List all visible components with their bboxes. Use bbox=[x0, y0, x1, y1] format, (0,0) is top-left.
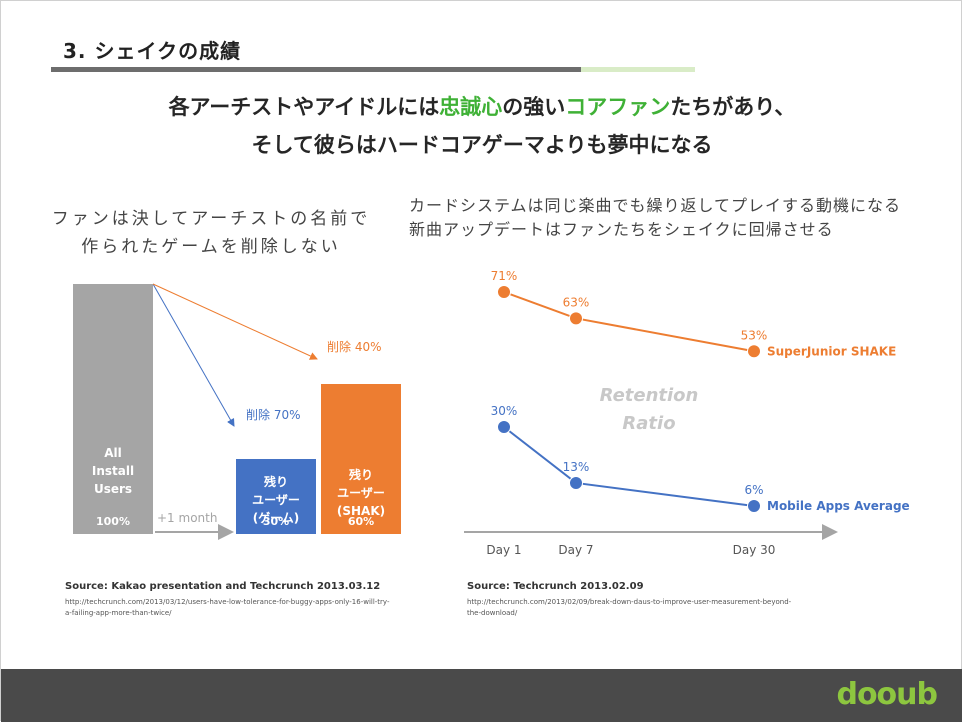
x-tick-label: Day 7 bbox=[558, 543, 593, 557]
right-note-line-2: 新曲アップデートはファンたちをシェイクに回帰させる bbox=[409, 220, 834, 239]
x-tick-label: Day 30 bbox=[733, 543, 776, 557]
title-underline-dark bbox=[51, 67, 581, 72]
data-label: 13% bbox=[563, 460, 590, 474]
left-source: Source: Kakao presentation and Techcrunc… bbox=[65, 581, 381, 592]
headline-line-2: そして彼らはハードコアゲーマよりも夢中になる bbox=[251, 133, 713, 157]
left-note: ファンは決してアーチストの名前で 作られたゲームを削除しない bbox=[31, 205, 391, 261]
left-source-url: http://techcrunch.com/2013/03/12/users-h… bbox=[65, 597, 389, 619]
slide-title: 3. シェイクの成績 bbox=[63, 39, 242, 63]
headline-highlight-loyalty: 忠誠心 bbox=[439, 95, 503, 119]
data-label: 71% bbox=[491, 269, 518, 283]
series-name-label: Mobile Apps Average bbox=[767, 499, 910, 513]
data-point bbox=[569, 475, 583, 490]
data-label: 53% bbox=[741, 328, 768, 342]
right-note-line-1: カードシステムは同じ楽曲でも繰り返してプレイする動機になる bbox=[409, 196, 902, 215]
series-name-label: SuperJunior SHAKE bbox=[767, 344, 896, 358]
data-label: 6% bbox=[744, 483, 763, 497]
right-source: Source: Techcrunch 2013.02.09 bbox=[467, 581, 644, 592]
right-note: カードシステムは同じ楽曲でも繰り返してプレイする動機になる 新曲アップデートはフ… bbox=[409, 194, 959, 242]
data-point bbox=[497, 419, 511, 434]
data-point bbox=[747, 344, 761, 359]
watermark-line-2: Ratio bbox=[622, 413, 675, 434]
url-line: http://techcrunch.com/2013/02/09/break-d… bbox=[467, 598, 792, 606]
headline-text: たちがあり、 bbox=[670, 95, 796, 119]
headline-line-1: 各アーチストやアイドルには忠誠心の強いコアファンたちがあり、 bbox=[1, 91, 962, 121]
headline-text: 各アーチストやアイドルには bbox=[168, 95, 440, 119]
brand-logo: dooub bbox=[836, 677, 938, 712]
right-source-url: http://techcrunch.com/2013/02/09/break-d… bbox=[467, 597, 791, 619]
left-note-line-2: 作られたゲームを削除しない bbox=[81, 237, 341, 257]
data-point bbox=[747, 499, 761, 513]
title-underline-light bbox=[581, 67, 695, 72]
data-label: 63% bbox=[563, 295, 590, 309]
headline-highlight-core-fans: コアファン bbox=[565, 95, 671, 119]
url-line: http://techcrunch.com/2013/03/12/users-h… bbox=[65, 598, 390, 606]
data-point bbox=[569, 311, 583, 326]
series-line-1 bbox=[503, 426, 755, 507]
x-tick-label: Day 1 bbox=[486, 543, 521, 557]
left-note-line-1: ファンは決してアーチストの名前で bbox=[51, 209, 371, 229]
url-line: a-failing-app-more-than-twice/ bbox=[65, 609, 172, 617]
url-line: the-download/ bbox=[467, 609, 518, 617]
footer-bar bbox=[1, 669, 962, 722]
headline-text: の強い bbox=[502, 95, 566, 119]
watermark-line-1: Retention bbox=[600, 385, 699, 406]
line-series-group: 71% 63% 53% SuperJunior SHAKE 30% 13% 6% Mobile… bbox=[491, 269, 910, 513]
series-line-0 bbox=[503, 291, 755, 353]
data-label: 30% bbox=[491, 404, 518, 418]
data-point bbox=[497, 285, 511, 299]
